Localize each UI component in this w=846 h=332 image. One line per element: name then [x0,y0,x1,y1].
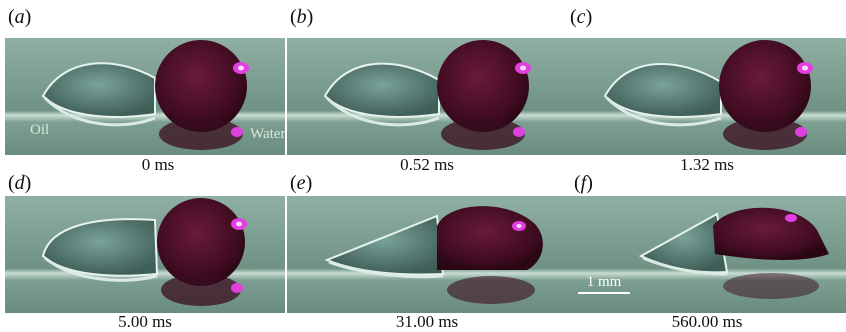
panel-a-image [5,38,285,155]
panel-e-image [287,196,567,313]
panel-d-image [5,196,285,313]
oil-label: Oil [30,122,50,138]
panel-label-f: (f) [574,172,593,194]
time-label-e: 31.00 ms [395,312,459,331]
panel-label-a: (a) [8,6,32,28]
panel-b-image [287,38,567,155]
panel-label-d: (d) [8,172,32,194]
time-label-f: 560.00 ms [671,312,743,331]
time-label-d: 5.00 ms [118,312,172,331]
panel-c-image [567,38,846,155]
scale-bar-label: 1 mm [586,274,622,290]
panel-f-image [567,196,846,313]
time-label-b: 0.52 ms [400,155,454,174]
scale-bar-line [578,292,630,294]
panel-label-e: (e) [290,172,313,194]
time-label-c: 1.32 ms [680,155,734,174]
scale-bar: 1 mm [578,274,630,294]
time-label-a: 0 ms [141,155,175,174]
panel-label-c: (c) [570,6,593,28]
water-label: Water [250,126,286,142]
panel-label-b: (b) [290,6,314,28]
